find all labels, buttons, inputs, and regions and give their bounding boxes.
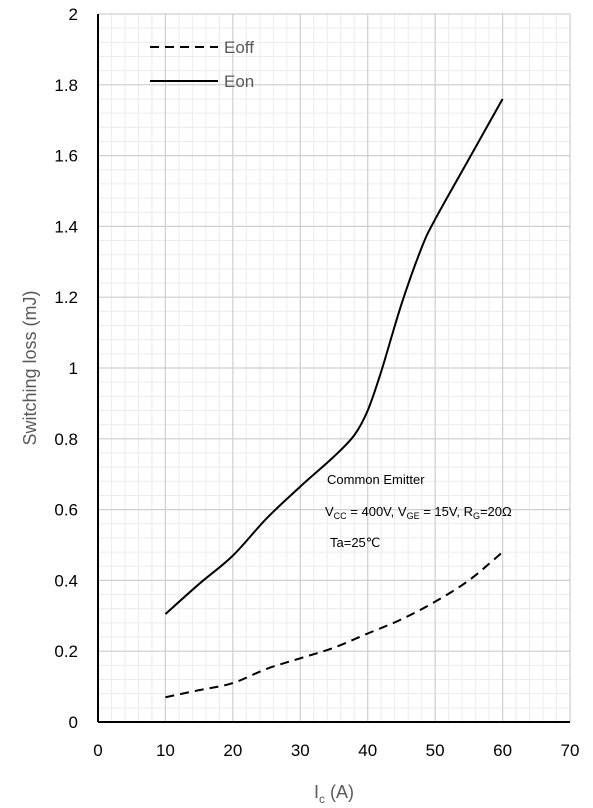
x-tick-label: 40 [358, 741, 377, 760]
y-tick-labels: 0 0.2 0.4 0.6 0.8 1 1.2 1.4 1.6 1.8 2 [54, 5, 78, 732]
y-tick-label: 1.8 [54, 76, 78, 95]
y-tick-label: 0 [69, 713, 78, 732]
annotation-line-2: VCC = 400V, VGE = 15V, RG=20Ω [325, 504, 512, 521]
x-tick-label: 20 [223, 741, 242, 760]
y-tick-label: 2 [69, 5, 78, 24]
y-tick-label: 0.4 [54, 571, 78, 590]
y-tick-label: 0.8 [54, 430, 78, 449]
annotation-line-3: Ta=25℃ [330, 535, 380, 550]
x-tick-label: 60 [493, 741, 512, 760]
x-axis-title: Ic (A) [314, 782, 354, 806]
legend-eoff-label: Eoff [224, 38, 254, 57]
annotation-line-1: Common Emitter [327, 472, 425, 487]
y-axis-title: Switching loss (mJ) [20, 290, 40, 445]
legend: Eoff Eon [150, 38, 254, 91]
test-conditions-annotation: Common Emitter VCC = 400V, VGE = 15V, RG… [325, 472, 512, 550]
y-tick-label: 0.6 [54, 501, 78, 520]
y-tick-label: 0.2 [54, 642, 78, 661]
x-tick-label: 70 [561, 741, 580, 760]
major-grid [97, 13, 571, 723]
y-tick-label: 1.4 [54, 217, 78, 236]
y-tick-label: 1 [69, 359, 78, 378]
legend-eon-label: Eon [224, 72, 254, 91]
y-tick-label: 1.2 [54, 288, 78, 307]
x-tick-labels: 0 10 20 30 40 50 60 70 [93, 741, 579, 760]
x-tick-label: 10 [156, 741, 175, 760]
series-line-eon [164, 98, 504, 615]
y-tick-label: 1.6 [54, 147, 78, 166]
x-tick-label: 0 [93, 741, 102, 760]
series-layer [164, 98, 504, 699]
x-tick-label: 30 [291, 741, 310, 760]
series-line-eoff [165, 551, 504, 699]
x-tick-label: 50 [426, 741, 445, 760]
